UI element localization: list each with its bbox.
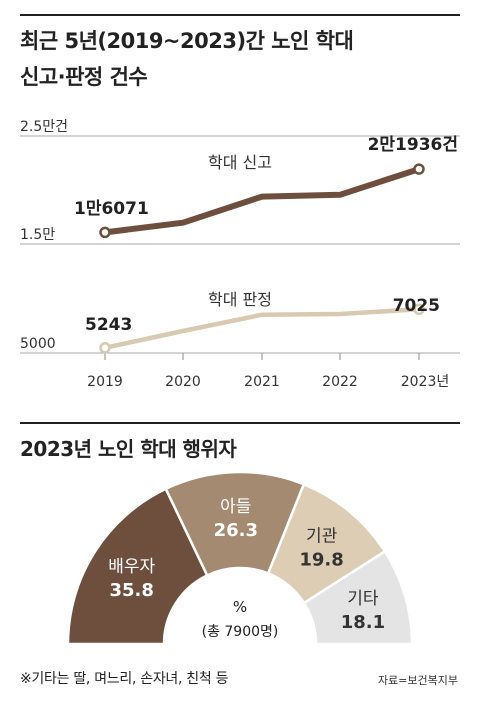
judgment-point-0 [99, 342, 111, 354]
x-tick-label-2: 2021 [244, 374, 280, 390]
x-tick-label-4: 2023년 [401, 374, 450, 390]
y-tick-label-top: 2.5만건 [20, 119, 68, 135]
x-axis: 2019 2020 2021 2022 2023년 [87, 353, 449, 390]
chart-title-line1: 최근 5년(2019~2023)간 노인 학대 [20, 29, 354, 53]
slice-value-2: 19.8 [299, 549, 343, 570]
footnote: ※기타는 딸, 며느리, 손자녀, 친척 등 [20, 671, 229, 687]
chart-title-2: 2023년 노인 학대 행위자 [20, 437, 237, 461]
data-label-judgment-end: 7025 [393, 296, 440, 316]
slice-name-1: 아들 [220, 497, 251, 517]
y-tick-label-mid: 1.5만 [20, 227, 55, 243]
slice-value-1: 26.3 [214, 520, 258, 541]
data-label-judgment-start: 5243 [85, 315, 132, 335]
slice-3 [302, 549, 414, 646]
judgment-point-4 [413, 303, 425, 316]
judgment-line [104, 307, 420, 350]
slice-value-0: 35.8 [109, 580, 153, 601]
x-tick-label-1: 2020 [165, 374, 201, 390]
donut-unit-label: % [233, 598, 247, 616]
series-report [99, 163, 425, 239]
data-label-report-end: 2만1936건 [368, 135, 458, 155]
slice-name-3: 기타 [347, 589, 379, 609]
slice-name-0: 배우자 [108, 557, 155, 577]
slice-value-3: 18.1 [341, 612, 385, 633]
line-chart: 2.5만건 1.5만 5000 2019 2020 2021 2022 2023년 학대… [20, 119, 460, 390]
series-name-judgment: 학대 판정 [208, 290, 272, 309]
source-credit: 자료=보건복지부 [377, 674, 458, 687]
report-point-4 [413, 163, 425, 175]
x-tick-label-3: 2022 [322, 374, 358, 390]
donut-total-label: (총 7900명) [202, 624, 279, 640]
x-tick-label-0: 2019 [87, 374, 123, 390]
data-label-report-start: 1만6071 [74, 199, 149, 219]
chart-title-line2: 신고·판정 건수 [20, 65, 148, 89]
y-tick-label-bottom: 5000 [20, 336, 56, 352]
series-name-report: 학대 신고 [208, 153, 272, 172]
report-point-0 [99, 226, 111, 239]
series-judgment [99, 303, 425, 354]
top-rule [20, 14, 460, 16]
slice-0 [66, 487, 209, 646]
report-line [104, 166, 420, 236]
donut-chart: 배우자 35.8 아들 26.3 기관 19.8기타 18.1 % (총 7900명) [66, 470, 414, 646]
slice-name-2: 기관 [306, 526, 337, 546]
slice-1 [164, 470, 306, 578]
section-rule [20, 422, 460, 424]
